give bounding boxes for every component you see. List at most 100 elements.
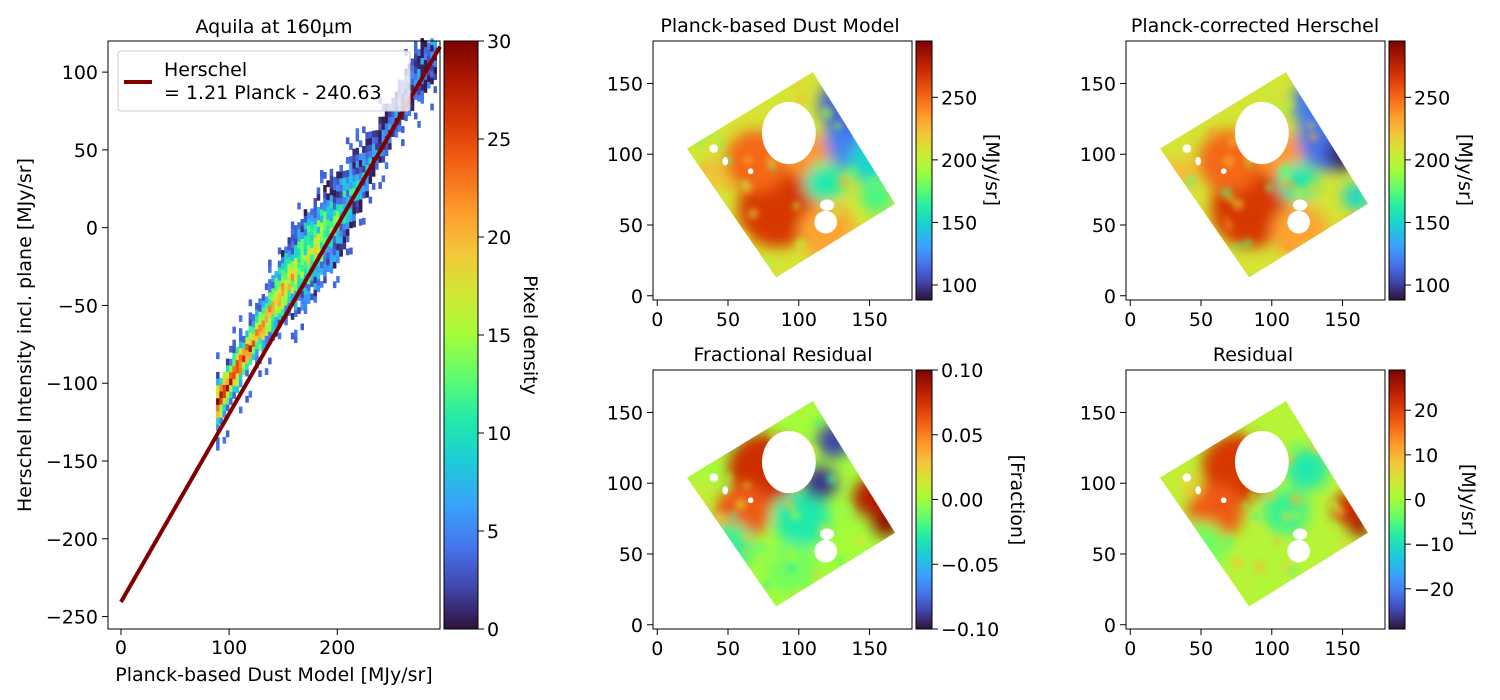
map-texture	[1266, 87, 1275, 96]
density-bin	[329, 195, 334, 202]
density-title: Aquila at 160μm	[195, 16, 352, 38]
map-texture	[740, 85, 754, 99]
map-texture	[702, 255, 711, 263]
density-bin	[225, 365, 230, 372]
map-texture	[1322, 108, 1335, 122]
density-bin	[433, 73, 437, 81]
density-bin	[362, 126, 366, 134]
y-tick-label: 50	[74, 140, 98, 162]
map-texture	[1357, 129, 1367, 139]
density-bin	[345, 228, 350, 236]
density-bin	[384, 162, 389, 170]
density-bin	[248, 338, 253, 346]
map-texture	[1257, 79, 1267, 88]
map-colorbar-tick-label: 100	[1414, 275, 1450, 297]
density-bin	[287, 243, 291, 251]
density-bin	[320, 209, 324, 216]
density-bin	[423, 79, 428, 87]
density-bin	[371, 143, 376, 151]
density-bin	[336, 191, 340, 198]
density-bin	[268, 357, 272, 365]
density-bin	[297, 228, 301, 236]
map-texture	[1236, 267, 1246, 277]
density-bin	[281, 289, 285, 297]
density-bin	[316, 187, 321, 195]
map-texture	[1336, 463, 1350, 477]
density-bin	[316, 220, 321, 227]
map-blob	[817, 423, 852, 458]
density-bin	[229, 371, 233, 379]
density-bin	[222, 436, 227, 444]
density-bin	[391, 117, 395, 124]
map-texture	[796, 93, 808, 105]
density-bin	[307, 231, 311, 239]
map-y-tick-label: 150	[1080, 73, 1116, 95]
map-texture	[1188, 244, 1202, 259]
corrected-herschel-title: Planck-corrected Herschel	[1131, 15, 1379, 37]
density-bin	[320, 268, 324, 275]
density-bin	[219, 417, 223, 425]
density-bin	[339, 197, 343, 205]
map-texture	[1294, 186, 1306, 199]
density-bin	[300, 290, 304, 298]
map-texture	[1286, 262, 1296, 273]
map-blob	[1349, 514, 1368, 538]
map-texture	[848, 411, 862, 425]
map-texture	[808, 260, 819, 271]
map-texture	[853, 534, 866, 547]
map-texture	[1232, 556, 1243, 567]
density-bin	[242, 355, 246, 363]
density-bin	[342, 170, 347, 178]
map-texture	[706, 172, 714, 181]
density-bin	[362, 185, 366, 192]
density-bin	[410, 58, 415, 66]
density-bin	[290, 293, 295, 301]
density-bin	[268, 305, 272, 313]
density-bin	[307, 218, 311, 226]
density-bin	[277, 247, 282, 255]
density-bin	[339, 165, 343, 172]
density-bin	[332, 255, 337, 262]
density-bin	[365, 177, 369, 185]
density-bin	[313, 230, 317, 238]
density-bin	[332, 222, 337, 230]
density-bin	[258, 370, 262, 378]
density-bin	[232, 365, 236, 373]
density-bin	[297, 235, 301, 242]
density-axes-frame	[107, 40, 441, 630]
density-bin	[216, 443, 220, 451]
density-bin	[345, 248, 350, 256]
density-bin	[290, 313, 295, 320]
density-bin	[245, 395, 249, 403]
map-texture	[1339, 464, 1350, 474]
density-bin	[414, 40, 418, 48]
density-bin	[287, 270, 291, 277]
density-bin	[336, 204, 340, 211]
density-bin	[342, 190, 347, 198]
density-bin	[261, 326, 266, 334]
density-bin	[281, 250, 285, 257]
density-bin	[326, 232, 330, 240]
density-bin	[274, 310, 278, 318]
dust-model-colorbar-label: [MJy/sr]	[981, 134, 1003, 206]
residual-map: 0 50 100 150 0 50 100 150 −20 −10 0 10 20	[1080, 369, 1454, 660]
density-bin	[245, 343, 249, 351]
map-y-tick-label: 50	[619, 544, 643, 566]
density-bin	[287, 283, 291, 290]
map-colorbar-tick-label: 0.10	[941, 360, 983, 382]
map-texture	[752, 254, 763, 266]
density-bin	[300, 323, 304, 331]
density-bin	[355, 128, 360, 135]
density-bin	[303, 235, 308, 243]
density-bin	[427, 49, 431, 56]
legend-box	[117, 50, 411, 112]
density-bin	[274, 271, 278, 278]
density-bin	[313, 204, 317, 212]
density-bin	[388, 136, 392, 144]
map-x-tick-label: 150	[1324, 638, 1360, 660]
density-bin	[300, 245, 304, 252]
map-texture	[742, 547, 750, 556]
map-texture	[701, 500, 714, 513]
density-bin	[355, 193, 360, 201]
density-bin	[284, 253, 288, 260]
